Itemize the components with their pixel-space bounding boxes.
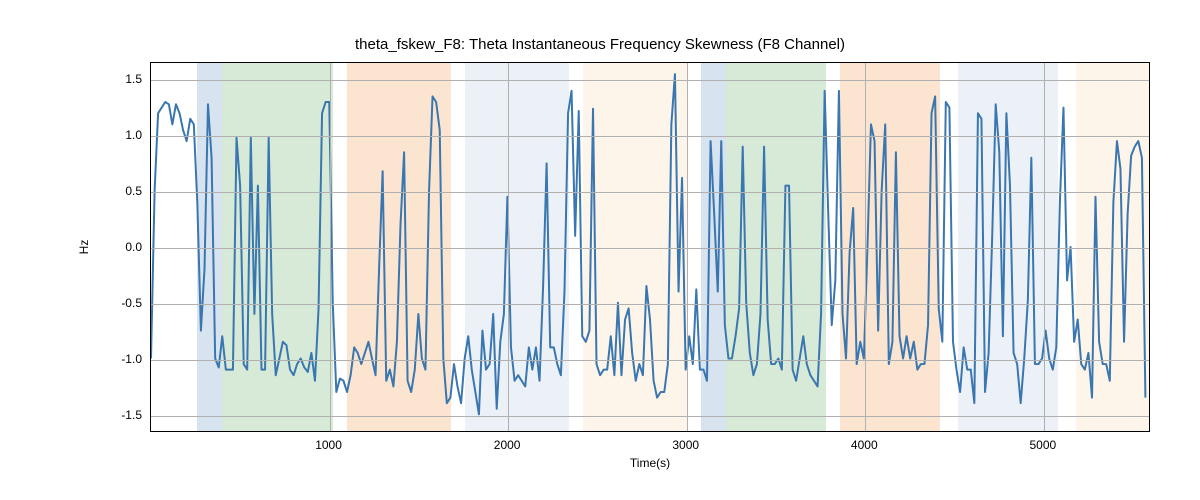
plot-area bbox=[150, 62, 1150, 432]
y-tick-label: 1.5 bbox=[110, 72, 142, 86]
gridline-horizontal bbox=[151, 360, 1149, 361]
y-tick-label: 1.0 bbox=[110, 128, 142, 142]
gridline-vertical bbox=[508, 63, 509, 431]
y-tick-label: 0.0 bbox=[110, 240, 142, 254]
y-tick-label: -1.0 bbox=[110, 352, 142, 366]
y-tick-label: 0.5 bbox=[110, 184, 142, 198]
x-tick-label: 1000 bbox=[315, 438, 342, 452]
line-layer bbox=[151, 63, 1149, 431]
data-line bbox=[151, 74, 1145, 414]
y-tick-label: -1.5 bbox=[110, 408, 142, 422]
figure: theta_fskew_F8: Theta Instantaneous Freq… bbox=[0, 0, 1200, 500]
gridline-horizontal bbox=[151, 136, 1149, 137]
y-axis-label: Hz bbox=[77, 240, 91, 255]
x-tick-label: 3000 bbox=[672, 438, 699, 452]
gridline-horizontal bbox=[151, 80, 1149, 81]
gridline-vertical bbox=[865, 63, 866, 431]
x-tick-label: 4000 bbox=[851, 438, 878, 452]
chart-title: theta_fskew_F8: Theta Instantaneous Freq… bbox=[0, 36, 1200, 53]
gridline-horizontal bbox=[151, 304, 1149, 305]
gridline-vertical bbox=[1044, 63, 1045, 431]
x-tick-label: 5000 bbox=[1029, 438, 1056, 452]
gridline-horizontal bbox=[151, 416, 1149, 417]
x-axis-label: Time(s) bbox=[630, 456, 670, 470]
x-tick-label: 2000 bbox=[494, 438, 521, 452]
gridline-vertical bbox=[330, 63, 331, 431]
gridline-horizontal bbox=[151, 248, 1149, 249]
gridline-horizontal bbox=[151, 192, 1149, 193]
y-tick-label: -0.5 bbox=[110, 296, 142, 310]
gridline-vertical bbox=[687, 63, 688, 431]
